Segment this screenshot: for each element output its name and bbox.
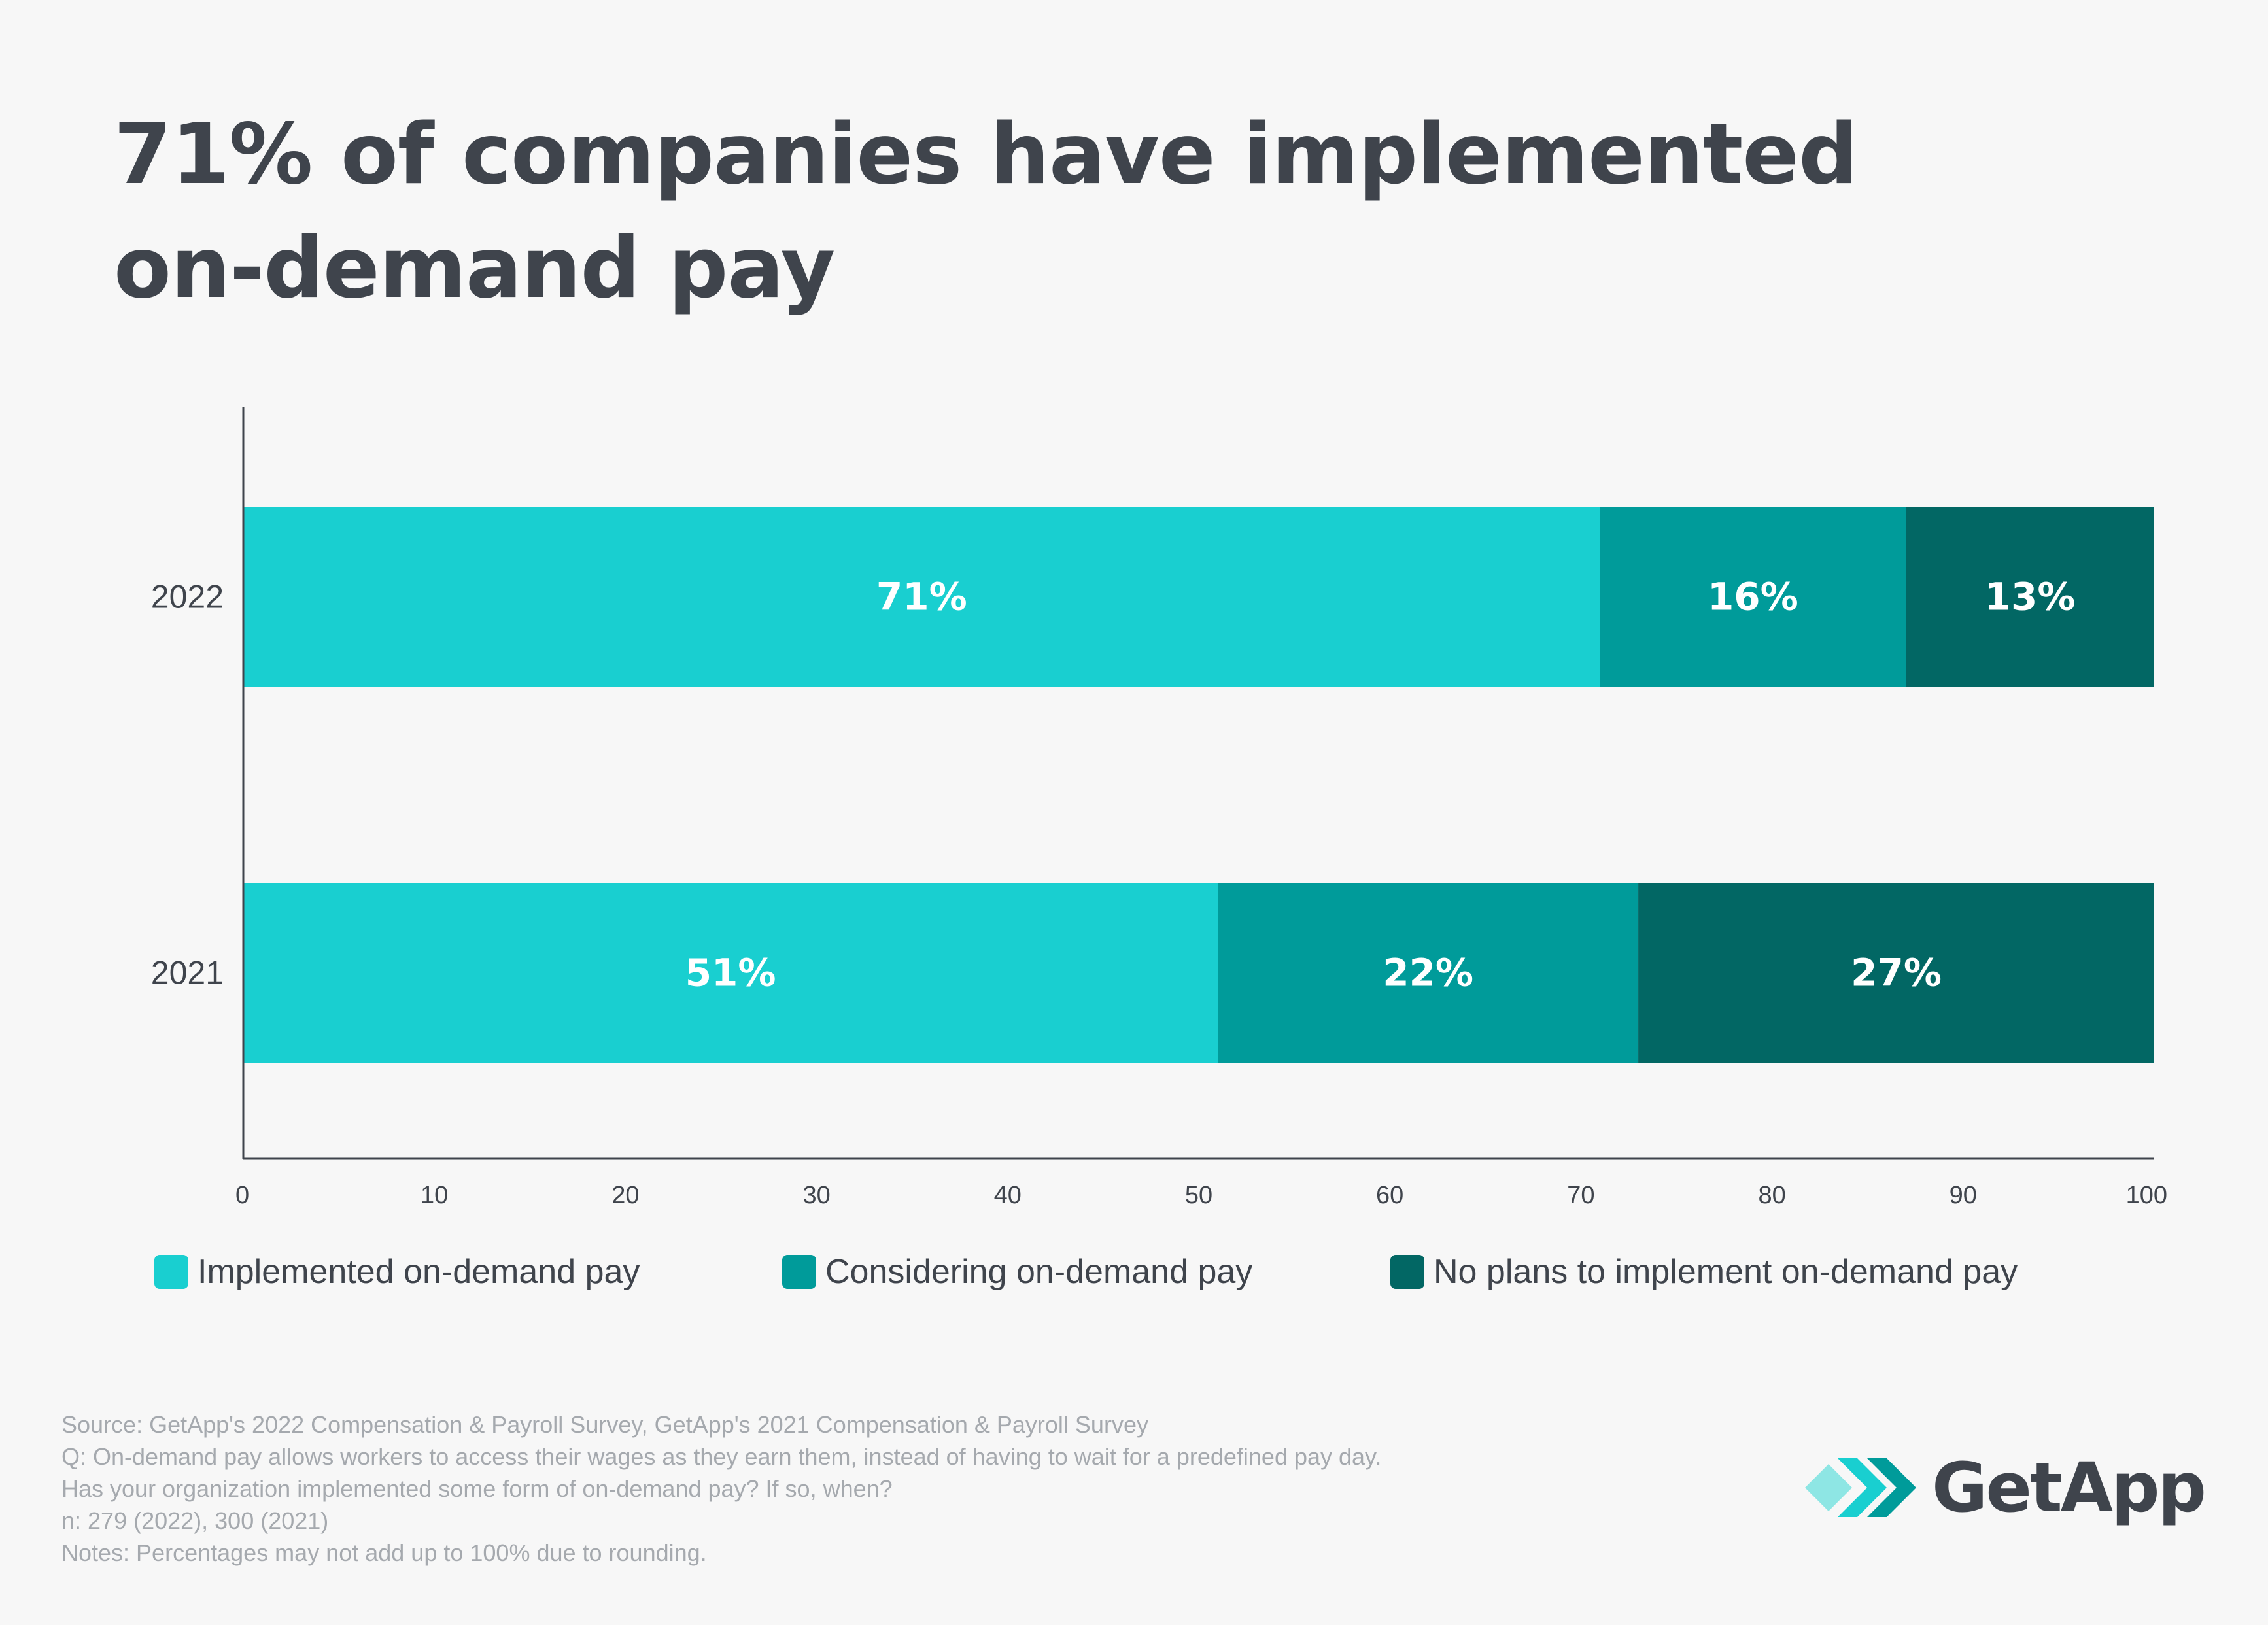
legend-item-implemented: Implemented on-demand pay — [154, 1249, 640, 1295]
legend-label-considering: Considering on-demand pay — [825, 1253, 1253, 1291]
chart-title: 71% of companies have implemented on-dem… — [114, 98, 2010, 326]
bar-group: 71% 16% 13% 51% 22% 27% — [243, 507, 2154, 1063]
stacked-bar-chart: 71% 16% 13% 51% 22% 27% 2022 2021 0 10 20 30 40 50 60… — [151, 407, 2167, 1209]
x-tick-label-50: 50 — [1185, 1182, 1212, 1209]
data-label-2021-implemented: 51% — [685, 951, 776, 995]
footnote-sample-size: n: 279 (2022), 300 (2021) — [61, 1507, 329, 1534]
legend-swatch-no-plans — [1390, 1255, 1424, 1289]
x-tick-label-60: 60 — [1376, 1182, 1403, 1209]
data-label-2021-considering: 22% — [1383, 951, 1473, 995]
footnote-source: Source: GetApp's 2022 Compensation & Pay… — [61, 1411, 1148, 1438]
x-tick-label-40: 40 — [994, 1182, 1022, 1209]
bar-2022-no-plans — [1906, 507, 2154, 687]
chart-title-line-1: 71% of companies have implemented — [114, 106, 1859, 203]
x-tick-label-10: 10 — [421, 1182, 448, 1209]
data-label-2022-considering: 16% — [1708, 575, 1798, 619]
legend-swatch-implemented — [154, 1255, 188, 1289]
footnote-question-continued: Has your organization implemented some f… — [61, 1475, 893, 1502]
x-tick-label-30: 30 — [802, 1182, 830, 1209]
chart-title-line-2: on-demand pay — [114, 220, 835, 317]
axes: 2022 2021 0 10 20 30 40 50 60 70 80 90 100 — [151, 407, 2167, 1209]
x-tick-label-20: 20 — [611, 1182, 639, 1209]
footnote-notes: Notes: Percentages may not add up to 100… — [61, 1539, 707, 1566]
data-label-2022-implemented: 71% — [876, 575, 967, 619]
bar-2022-considering — [1600, 507, 1906, 687]
getapp-logo: GetApp — [1805, 1442, 2207, 1533]
x-tick-label-0: 0 — [235, 1182, 249, 1209]
x-tick-label-70: 70 — [1567, 1182, 1594, 1209]
bar-2021-implemented — [243, 883, 1218, 1063]
footnotes: Source: GetApp's 2022 Compensation & Pay… — [61, 1409, 1762, 1569]
legend-label-no-plans: No plans to implement on-demand pay — [1434, 1253, 2018, 1291]
y-tick-label-2021: 2021 — [151, 955, 224, 991]
getapp-logo-text: GetApp — [1932, 1448, 2207, 1528]
data-label-2022-no-plans: 13% — [1985, 575, 2076, 619]
x-tick-label-80: 80 — [1758, 1182, 1785, 1209]
bar-2022-implemented — [243, 507, 1600, 687]
bar-2021-considering — [1218, 883, 1639, 1063]
x-tick-label-100: 100 — [2126, 1182, 2167, 1209]
data-label-2021-no-plans: 27% — [1851, 951, 1942, 995]
legend-label-implemented: Implemented on-demand pay — [198, 1253, 640, 1291]
legend-swatch-considering — [782, 1255, 816, 1289]
footnote-question: Q: On-demand pay allows workers to acces… — [61, 1443, 1382, 1470]
chart-legend: Implemented on-demand pay Considering on… — [0, 1249, 2268, 1295]
bar-2021-no-plans — [1638, 883, 2154, 1063]
getapp-chevrons-icon — [1805, 1458, 1916, 1517]
x-tick-label-90: 90 — [1950, 1182, 1977, 1209]
y-tick-label-2022: 2022 — [151, 579, 224, 615]
legend-item-considering: Considering on-demand pay — [782, 1249, 1252, 1295]
legend-item-no-plans: No plans to implement on-demand pay — [1390, 1249, 2018, 1295]
